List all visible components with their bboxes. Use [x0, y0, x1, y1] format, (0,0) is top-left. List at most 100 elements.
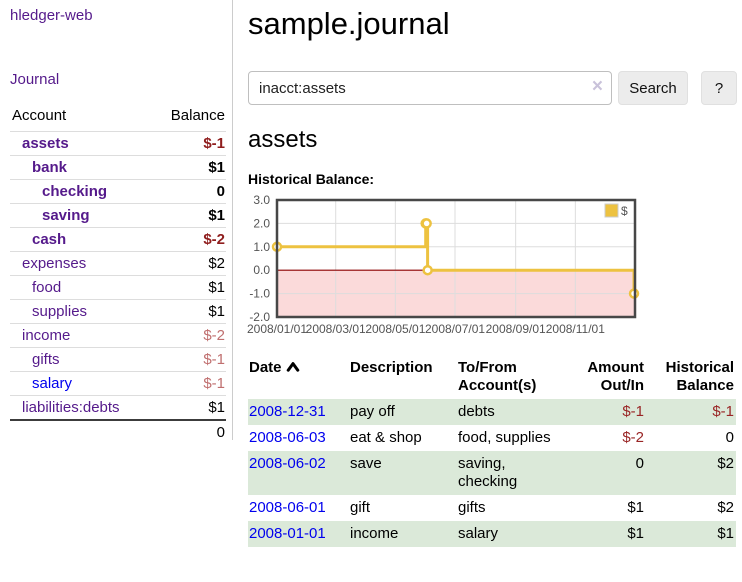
- search-box: ×: [248, 71, 612, 105]
- sidebar-account-link[interactable]: liabilities:debts: [22, 399, 120, 416]
- svg-text:2008/01/01: 2008/01/01: [247, 322, 307, 336]
- register-header-date[interactable]: Date: [248, 357, 344, 399]
- sidebar-account-link[interactable]: bank: [32, 159, 68, 176]
- transaction-balance: $1: [717, 525, 734, 542]
- svg-text:2.0: 2.0: [253, 216, 270, 230]
- sidebar-account-balance: $-2: [151, 323, 226, 348]
- account-title: assets: [248, 126, 318, 153]
- transaction-amount: 0: [635, 455, 644, 472]
- brand-link[interactable]: hledger-web: [10, 7, 93, 24]
- register-header-accounts: To/From Account(s): [458, 359, 537, 394]
- sidebar-account-balance: $-2: [151, 227, 226, 252]
- transaction-row: 2008-01-01 income salary $1 $1: [248, 521, 736, 547]
- sidebar-account-balance: $1: [151, 203, 226, 228]
- account-row: liabilities:debts $1: [10, 395, 226, 420]
- register-header-row: Date Description To/From Account(s) Amou…: [248, 357, 736, 399]
- svg-text:3.0: 3.0: [253, 193, 270, 207]
- transaction-row: 2008-06-03 eat & shop food, supplies $-2 0: [248, 425, 736, 451]
- svg-text:2008/07/01: 2008/07/01: [425, 322, 485, 336]
- transaction-balance: 0: [725, 429, 734, 446]
- accounts-total-row: 0: [10, 419, 226, 444]
- svg-text:-2.0: -2.0: [249, 310, 270, 324]
- register-header-description: Description: [350, 359, 433, 376]
- transaction-date-link[interactable]: 2008-12-31: [249, 403, 326, 420]
- account-row: gifts $-1: [10, 347, 226, 372]
- svg-text:1.0: 1.0: [253, 240, 270, 254]
- sidebar-account-link[interactable]: salary: [32, 375, 73, 392]
- sidebar-account-link[interactable]: saving: [42, 207, 90, 224]
- sidebar-account-link[interactable]: expenses: [22, 255, 87, 272]
- svg-text:2008/03/01: 2008/03/01: [306, 322, 366, 336]
- accounts-header-account: Account: [12, 107, 67, 124]
- sidebar-account-balance: $2: [151, 251, 226, 276]
- historical-balance-chart: 3.0 2.0 1.0 0.0 -1.0 -2.0 2008/01/01 2008/03/01…: [247, 193, 742, 338]
- transaction-description: pay off: [350, 403, 395, 420]
- transaction-row: 2008-12-31 pay off debts $-1 $-1: [248, 399, 736, 425]
- register-header-balance: Historical Balance: [665, 359, 734, 394]
- sidebar-account-link[interactable]: income: [22, 327, 71, 344]
- accounts-table: Account Balance assets $-1 bank $1 checking 0…: [10, 103, 226, 444]
- transaction-balance: $2: [717, 499, 734, 516]
- search-input[interactable]: [248, 71, 612, 105]
- account-row: income $-2: [10, 323, 226, 348]
- sidebar-account-link[interactable]: checking: [42, 183, 108, 200]
- register-table-body: 2008-12-31 pay off debts $-1 $-1 2008-06-03 ea…: [248, 399, 736, 547]
- svg-text:2008/05/01: 2008/05/01: [365, 322, 425, 336]
- account-row: checking 0: [10, 179, 226, 204]
- search-button[interactable]: Search: [618, 71, 688, 105]
- transaction-amount: $-2: [622, 429, 644, 446]
- transaction-date-link[interactable]: 2008-06-02: [249, 455, 326, 472]
- transaction-amount: $1: [627, 525, 644, 542]
- sidebar-item-journal[interactable]: Journal: [10, 71, 60, 88]
- sidebar-account-balance: $-1: [151, 131, 226, 156]
- transaction-date-link[interactable]: 2008-01-01: [249, 525, 326, 542]
- account-row: food $1: [10, 275, 226, 300]
- main-content: sample.journal × Search ? assets Histori…: [247, 0, 742, 547]
- sidebar-account-link[interactable]: food: [32, 279, 62, 296]
- sidebar-account-balance: $1: [151, 155, 226, 180]
- account-row: bank $1: [10, 155, 226, 180]
- sidebar-account-link[interactable]: cash: [32, 231, 67, 248]
- transaction-balance: $2: [717, 455, 734, 472]
- sidebar-account-link[interactable]: supplies: [32, 303, 88, 320]
- sidebar-account-link[interactable]: gifts: [32, 351, 60, 368]
- help-button[interactable]: ?: [701, 71, 737, 105]
- register-header-date-label: Date: [249, 359, 282, 376]
- account-row: salary $-1: [10, 371, 226, 396]
- transaction-description: save: [350, 455, 382, 472]
- transaction-description: income: [350, 525, 399, 542]
- svg-text:$: $: [621, 204, 628, 218]
- accounts-total-value: 0: [151, 419, 226, 444]
- transaction-row: 2008-06-01 gift gifts $1 $2: [248, 495, 736, 521]
- sidebar-account-balance: $1: [151, 275, 226, 300]
- svg-text:-1.0: -1.0: [249, 287, 270, 301]
- register-header-amount: Amount Out/In: [587, 359, 644, 394]
- accounts-total-spacer: [10, 419, 152, 444]
- svg-text:2008/11/01: 2008/11/01: [546, 322, 605, 336]
- transaction-date-link[interactable]: 2008-06-01: [249, 499, 326, 516]
- account-row: saving $1: [10, 203, 226, 228]
- sidebar-account-balance: $1: [151, 299, 226, 324]
- sidebar-account-link[interactable]: assets: [22, 135, 69, 152]
- accounts-header-balance: Balance: [170, 107, 225, 124]
- sort-ascending-icon: [286, 359, 300, 377]
- transaction-accounts: salary: [458, 525, 499, 542]
- accounts-table-body: assets $-1 bank $1 checking 0 saving $1 cash $-2 e…: [10, 131, 226, 420]
- transaction-amount: $-1: [622, 403, 644, 420]
- transaction-description: gift: [350, 499, 371, 516]
- account-row: assets $-1: [10, 131, 226, 156]
- clear-search-icon[interactable]: ×: [591, 76, 603, 97]
- transaction-accounts: saving, checking: [458, 455, 518, 490]
- svg-text:2008/09/01: 2008/09/01: [486, 322, 546, 336]
- sidebar-account-balance: $-1: [151, 347, 226, 372]
- transaction-accounts: gifts: [458, 499, 486, 516]
- account-row: supplies $1: [10, 299, 226, 324]
- sidebar-account-balance: 0: [151, 179, 226, 204]
- transaction-description: eat & shop: [350, 429, 422, 446]
- accounts-header-row: Account Balance: [10, 103, 226, 132]
- transaction-date-link[interactable]: 2008-06-03: [249, 429, 326, 446]
- transaction-balance: $-1: [712, 403, 734, 420]
- search-form: × Search ?: [248, 71, 742, 105]
- sidebar-account-balance: $1: [151, 395, 226, 420]
